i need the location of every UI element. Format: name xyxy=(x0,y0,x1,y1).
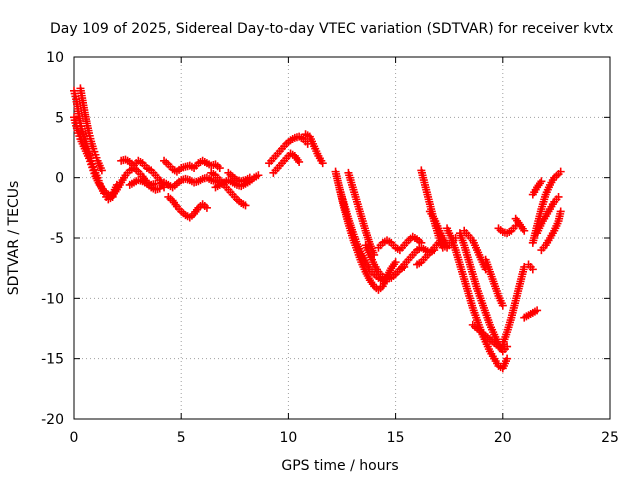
data-point xyxy=(520,226,529,235)
y-tick-label: -15 xyxy=(41,352,64,368)
series-0 xyxy=(70,86,121,204)
grid-lines xyxy=(74,57,610,419)
series-6 xyxy=(160,156,224,176)
series-36 xyxy=(528,177,546,199)
series-14 xyxy=(301,130,327,168)
series-24 xyxy=(443,224,512,373)
x-tick-label: 10 xyxy=(279,430,297,446)
series-28 xyxy=(460,226,490,274)
data-point xyxy=(215,164,224,173)
series-2 xyxy=(76,84,106,175)
series-34 xyxy=(528,167,565,247)
data-point xyxy=(254,171,263,180)
y-tick-label: 0 xyxy=(55,171,64,187)
series-16 xyxy=(335,185,387,285)
data-point xyxy=(318,159,327,168)
data-point xyxy=(438,243,447,252)
x-tick-label: 0 xyxy=(70,430,79,446)
series-19 xyxy=(374,232,426,255)
series-8 xyxy=(164,192,211,222)
data-point xyxy=(245,173,254,182)
series-20 xyxy=(391,243,439,279)
data-point xyxy=(155,184,164,193)
y-axis-label: SDTVAR / TECUs xyxy=(6,181,22,296)
series-30 xyxy=(494,221,520,238)
data-point xyxy=(97,166,106,175)
series-25 xyxy=(455,229,512,356)
y-tick-label: 5 xyxy=(55,110,64,126)
series-37 xyxy=(537,207,565,255)
series-22 xyxy=(417,166,447,252)
data-point xyxy=(295,157,304,166)
series-17 xyxy=(344,168,379,259)
y-tick-label: 10 xyxy=(46,50,64,66)
series-29 xyxy=(481,255,507,310)
y-tick-label: -10 xyxy=(41,291,64,307)
series-32 xyxy=(511,214,529,235)
chart-title: Day 109 of 2025, Sidereal Day-to-day VTE… xyxy=(50,21,613,37)
series-5 xyxy=(125,176,164,194)
y-tick-label: -5 xyxy=(50,231,64,247)
data-point xyxy=(554,192,563,201)
x-tick-label: 5 xyxy=(177,430,186,446)
series-11 xyxy=(224,168,254,186)
series-33 xyxy=(524,260,537,274)
y-axis: 10 5 0 -5 -10 -15 -20 xyxy=(41,50,610,428)
series-31 xyxy=(520,306,542,322)
data-point xyxy=(391,258,400,267)
y-tick-label: -20 xyxy=(41,412,64,428)
series-23 xyxy=(425,207,452,250)
data-point xyxy=(241,201,250,210)
data-point xyxy=(503,342,512,351)
series-13 xyxy=(269,149,304,177)
data-point xyxy=(533,306,542,315)
data-point xyxy=(556,167,565,176)
x-axis: 0 5 10 15 20 25 xyxy=(70,57,619,446)
x-axis-label: GPS time / hours xyxy=(281,458,398,474)
data-point xyxy=(202,203,211,212)
series-35 xyxy=(533,192,563,238)
data-point xyxy=(537,177,546,186)
series-7 xyxy=(160,173,224,192)
data-point xyxy=(498,301,507,310)
x-tick-label: 20 xyxy=(494,430,512,446)
x-tick-label: 25 xyxy=(601,430,619,446)
data-points xyxy=(70,84,565,373)
data-point xyxy=(556,207,565,216)
data-point xyxy=(503,354,512,363)
data-point xyxy=(443,241,452,250)
data-point xyxy=(528,265,537,274)
x-tick-label: 15 xyxy=(387,430,405,446)
